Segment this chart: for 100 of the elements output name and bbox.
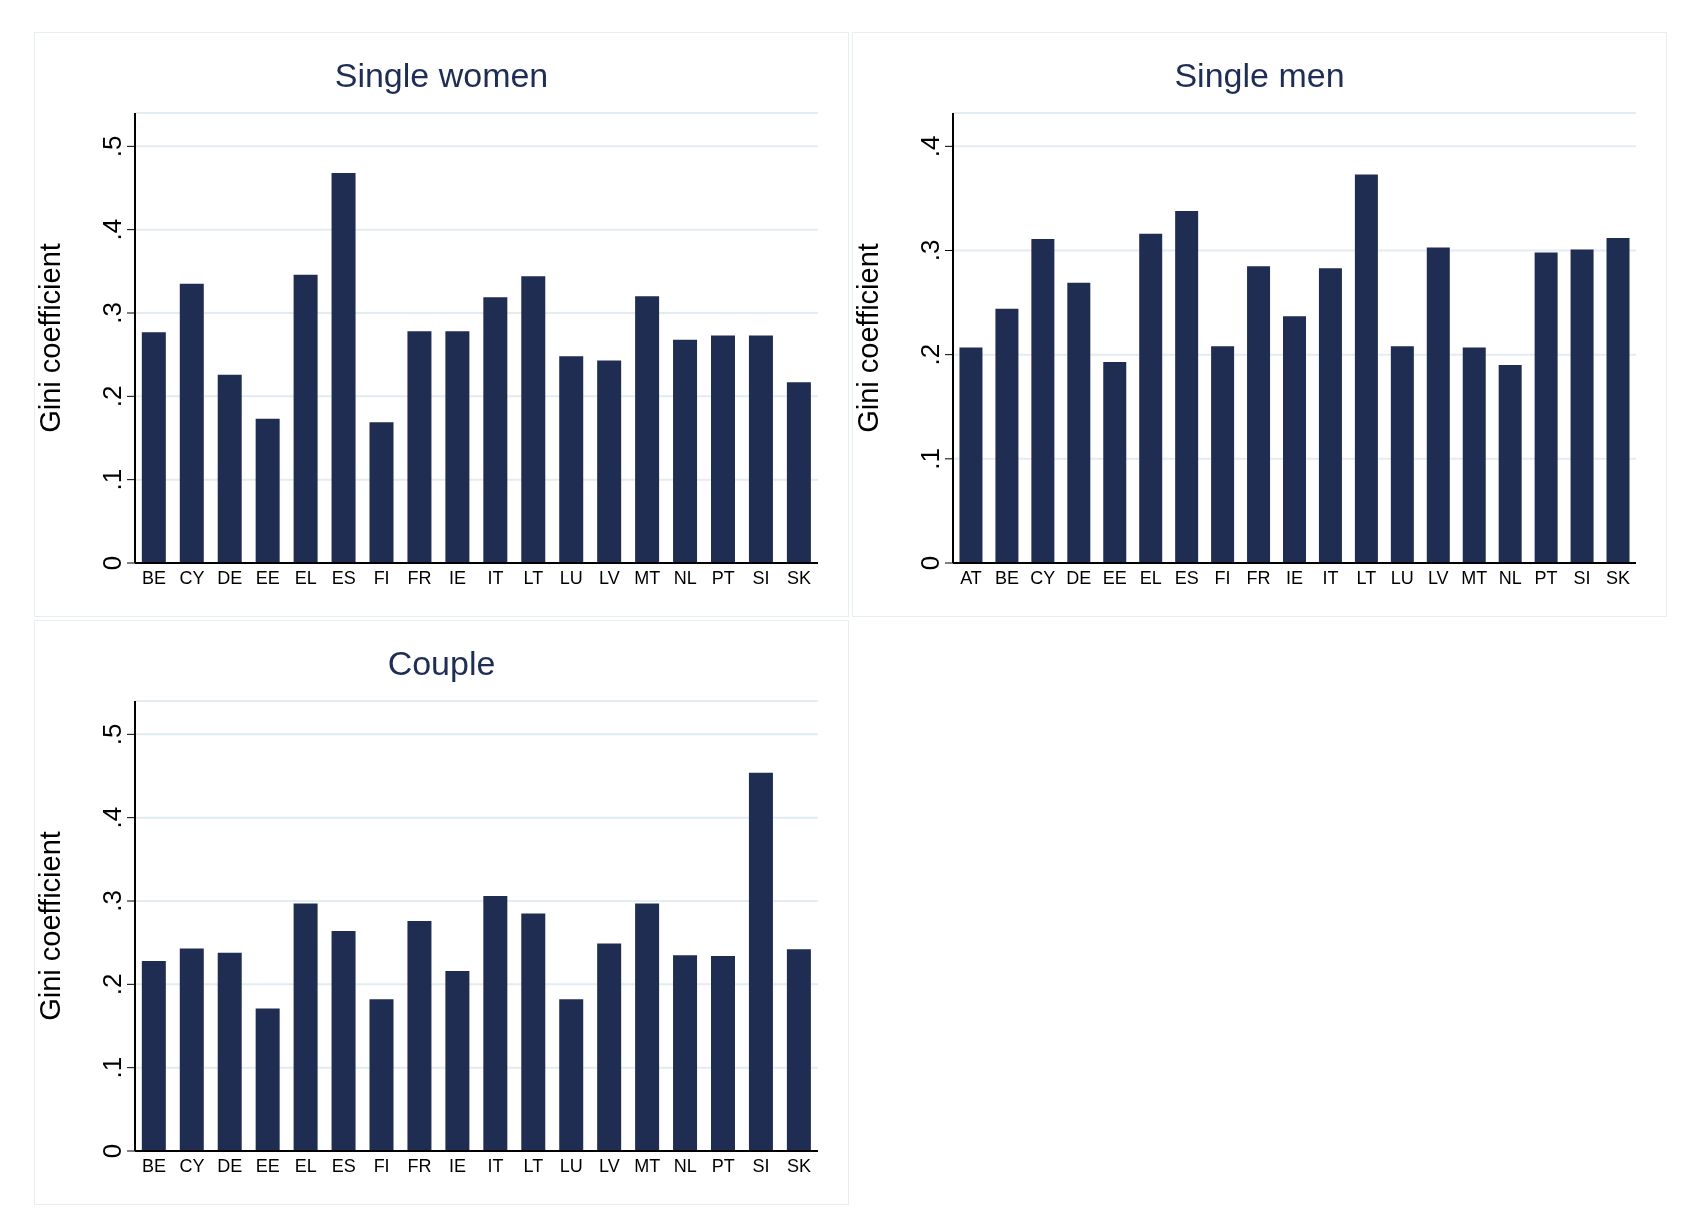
bar: [1175, 210, 1199, 563]
x-tick-label: IE: [449, 567, 467, 588]
bar: [1570, 249, 1594, 563]
y-tick-label: .5: [97, 135, 127, 158]
x-tick-label: EL: [294, 1155, 317, 1176]
bar: [1103, 361, 1127, 563]
bar: [559, 999, 584, 1151]
bar: [597, 360, 622, 563]
x-tick-label: BE: [141, 1155, 166, 1176]
bar: [635, 296, 660, 563]
bar: [331, 931, 356, 1151]
y-tick-label: .3: [97, 890, 127, 912]
bar: [1534, 252, 1558, 563]
x-tick-label: EE: [255, 1155, 280, 1176]
x-tick-label: SI: [752, 1155, 770, 1176]
bar: [369, 422, 394, 563]
x-tick-label: EE: [1102, 567, 1127, 588]
x-tick-label: FI: [373, 567, 390, 588]
chart-title: Single men: [1173, 55, 1346, 94]
bar: [483, 297, 508, 563]
x-tick-label: IT: [1322, 567, 1339, 588]
x-tick-label: DE: [217, 1155, 243, 1176]
x-tick-label: EE: [255, 567, 280, 588]
y-tick-label: .2: [97, 973, 127, 996]
bar: [407, 921, 432, 1151]
bar: [1283, 316, 1306, 563]
x-tick-label: IE: [1285, 567, 1304, 588]
x-tick-label: CY: [179, 1155, 205, 1176]
bar: [1318, 268, 1342, 563]
bar: [445, 971, 470, 1151]
bar: [293, 274, 318, 563]
bar: [217, 374, 242, 563]
bar: [786, 949, 811, 1151]
y-tick-label: 0: [97, 555, 127, 571]
x-tick-label: FR: [1246, 567, 1271, 588]
x-tick-label: ES: [331, 567, 356, 588]
bar: [1462, 347, 1486, 563]
bar: [1498, 365, 1522, 563]
bar: [255, 1008, 280, 1151]
x-tick-label: BE: [994, 567, 1019, 588]
bar: [179, 948, 204, 1151]
bar: [711, 335, 735, 563]
x-tick-label: LU: [559, 567, 583, 588]
x-tick-label: SK: [787, 1155, 812, 1176]
y-tick-label: .4: [915, 135, 945, 158]
x-tick-label: IE: [449, 1155, 467, 1176]
x-tick-label: LT: [523, 567, 544, 588]
bar: [597, 943, 622, 1151]
x-tick-label: FI: [373, 1155, 390, 1176]
x-tick-label: PT: [711, 567, 735, 588]
x-tick-label: PT: [1534, 567, 1558, 588]
bar: [959, 347, 983, 563]
x-tick-label: IT: [487, 1155, 504, 1176]
x-tick-label: ES: [331, 1155, 356, 1176]
bar: [635, 903, 660, 1151]
x-tick-label: LT: [523, 1155, 544, 1176]
x-tick-label: NL: [1498, 567, 1522, 588]
y-axis-title: Gini coefficient: [852, 243, 885, 433]
bar: [673, 339, 698, 563]
bar: [1354, 174, 1378, 563]
y-tick-label: .5: [97, 723, 127, 746]
x-tick-label: NL: [673, 1155, 697, 1176]
y-tick-label: .1: [97, 468, 127, 491]
x-tick-label: LV: [598, 567, 620, 588]
x-tick-label: FR: [407, 567, 432, 588]
y-axis-title: Gini coefficient: [34, 243, 67, 433]
x-tick-label: AT: [960, 567, 982, 588]
x-tick-label: FR: [407, 1155, 432, 1176]
x-tick-label: EL: [294, 567, 317, 588]
x-tick-label: LT: [1356, 567, 1377, 588]
y-tick-label: .4: [97, 806, 127, 829]
x-tick-label: LU: [559, 1155, 583, 1176]
y-tick-label: 0: [915, 555, 945, 571]
bar: [786, 382, 811, 563]
x-tick-label: BE: [141, 567, 166, 588]
y-tick-label: .2: [97, 385, 127, 408]
bar: [748, 772, 773, 1151]
bar: [331, 173, 356, 563]
x-tick-label: SI: [752, 567, 770, 588]
x-tick-label: CY: [179, 567, 205, 588]
y-tick-label: .2: [915, 343, 945, 366]
y-axis-title: Gini coefficient: [34, 831, 67, 1021]
bar: [445, 331, 470, 563]
x-tick-label: LV: [598, 1155, 620, 1176]
bar: [1211, 346, 1235, 563]
bar: [748, 335, 773, 563]
bar: [141, 332, 166, 563]
x-tick-label: DE: [217, 567, 243, 588]
x-tick-label: PT: [711, 1155, 735, 1176]
bar: [1139, 233, 1163, 563]
bar: [1031, 239, 1055, 563]
x-tick-label: SI: [1573, 567, 1591, 588]
chart-title: Single women: [333, 55, 550, 94]
bar: [1067, 282, 1091, 563]
bar: [521, 276, 546, 563]
x-tick-label: ES: [1174, 567, 1199, 588]
bar: [141, 961, 166, 1151]
y-tick-label: .3: [97, 302, 127, 324]
bar: [1426, 247, 1450, 563]
bar: [673, 955, 698, 1151]
